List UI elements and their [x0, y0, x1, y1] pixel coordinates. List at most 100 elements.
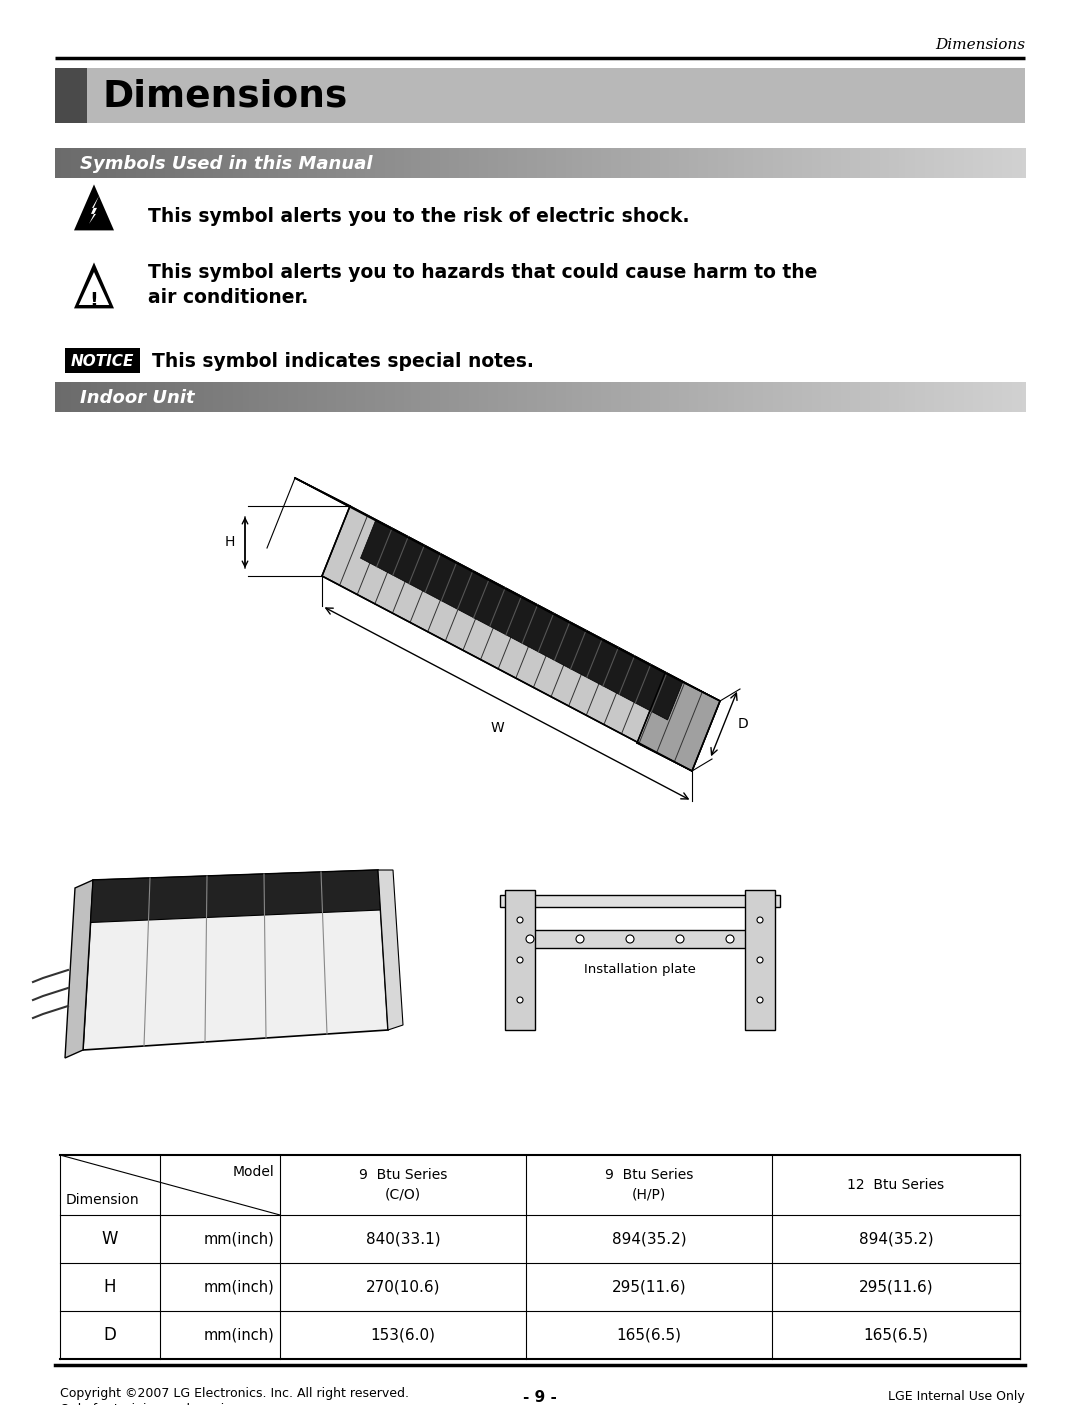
Bar: [504, 148, 509, 178]
Bar: [352, 148, 356, 178]
Bar: [712, 148, 716, 178]
Bar: [71, 382, 76, 412]
Bar: [751, 382, 755, 412]
Bar: [850, 382, 854, 412]
Bar: [443, 382, 447, 412]
Bar: [572, 382, 577, 412]
Bar: [843, 148, 848, 178]
Text: 270(10.6): 270(10.6): [366, 1280, 441, 1294]
Bar: [378, 148, 382, 178]
Bar: [657, 382, 661, 412]
Bar: [249, 148, 253, 178]
Bar: [165, 382, 170, 412]
Bar: [511, 148, 515, 178]
Bar: [272, 148, 275, 178]
Bar: [1012, 382, 1016, 412]
Bar: [423, 148, 428, 178]
Text: Dimension: Dimension: [66, 1193, 139, 1207]
Bar: [475, 148, 480, 178]
Circle shape: [757, 998, 762, 1003]
Bar: [414, 148, 418, 178]
Bar: [663, 382, 667, 412]
Bar: [349, 382, 353, 412]
Bar: [508, 382, 512, 412]
Circle shape: [517, 917, 523, 923]
Bar: [696, 382, 700, 412]
Bar: [993, 382, 997, 412]
Bar: [546, 148, 551, 178]
Bar: [582, 148, 586, 178]
Bar: [469, 382, 473, 412]
Bar: [640, 148, 645, 178]
Bar: [647, 148, 651, 178]
Bar: [1009, 148, 1013, 178]
FancyBboxPatch shape: [55, 67, 87, 124]
Bar: [941, 382, 945, 412]
Bar: [110, 148, 114, 178]
Bar: [146, 382, 150, 412]
Bar: [430, 148, 434, 178]
Bar: [281, 148, 285, 178]
Bar: [579, 148, 583, 178]
Bar: [989, 382, 994, 412]
Bar: [540, 148, 544, 178]
Text: 165(6.5): 165(6.5): [864, 1328, 929, 1343]
Bar: [569, 148, 573, 178]
Bar: [640, 382, 645, 412]
Bar: [941, 148, 945, 178]
Bar: [728, 148, 732, 178]
Bar: [770, 148, 773, 178]
Bar: [811, 382, 815, 412]
Bar: [973, 148, 977, 178]
Text: D: D: [104, 1326, 117, 1345]
Bar: [598, 382, 603, 412]
Bar: [156, 382, 160, 412]
Bar: [508, 148, 512, 178]
Bar: [767, 148, 770, 178]
Bar: [566, 382, 570, 412]
Bar: [75, 148, 79, 178]
Bar: [960, 382, 964, 412]
Bar: [589, 148, 593, 178]
Bar: [530, 148, 535, 178]
Bar: [928, 382, 932, 412]
Bar: [488, 382, 492, 412]
Bar: [559, 148, 564, 178]
Bar: [543, 148, 548, 178]
Polygon shape: [322, 506, 720, 771]
Bar: [708, 148, 713, 178]
Bar: [973, 382, 977, 412]
Bar: [876, 148, 880, 178]
Bar: [524, 382, 528, 412]
Bar: [757, 382, 761, 412]
Bar: [553, 382, 557, 412]
Bar: [159, 148, 163, 178]
Polygon shape: [83, 870, 388, 1050]
Bar: [143, 148, 147, 178]
Bar: [637, 382, 642, 412]
Bar: [211, 382, 215, 412]
Bar: [397, 148, 402, 178]
Bar: [602, 382, 606, 412]
Bar: [624, 382, 629, 412]
Text: NOTICE: NOTICE: [71, 354, 134, 370]
Bar: [159, 382, 163, 412]
Text: Copyright ©2007 LG Electronics. Inc. All right reserved.: Copyright ©2007 LG Electronics. Inc. All…: [60, 1387, 409, 1399]
Bar: [805, 148, 809, 178]
Bar: [94, 382, 98, 412]
Bar: [446, 382, 450, 412]
Bar: [670, 382, 674, 412]
Bar: [895, 382, 900, 412]
Bar: [537, 382, 541, 412]
Bar: [230, 382, 234, 412]
Bar: [944, 382, 948, 412]
Text: Model: Model: [232, 1165, 274, 1179]
Bar: [847, 148, 851, 178]
Text: mm(inch): mm(inch): [203, 1232, 274, 1246]
Bar: [514, 382, 518, 412]
Bar: [440, 148, 444, 178]
Bar: [546, 382, 551, 412]
Bar: [462, 148, 467, 178]
Bar: [462, 382, 467, 412]
Bar: [860, 148, 864, 178]
